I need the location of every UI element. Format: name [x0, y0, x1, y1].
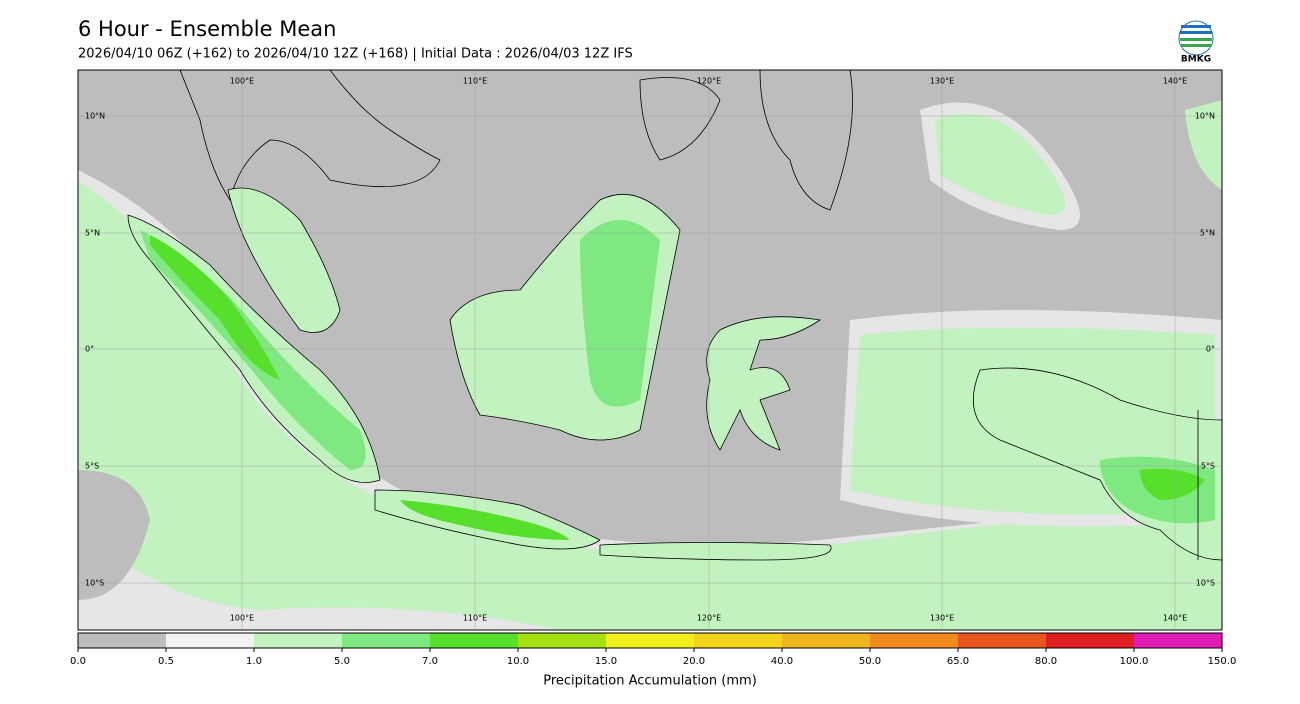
- colorbar-bin: [78, 633, 166, 648]
- colorbar-bin: [1134, 633, 1222, 648]
- colorbar-tick-label: 15.0: [595, 656, 617, 667]
- lat-label: 10°N: [85, 112, 105, 121]
- lat-label: 5°S: [1201, 462, 1215, 471]
- colorbar-bin: [694, 633, 782, 648]
- colorbar-bin: [518, 633, 606, 648]
- lon-label: 120°E: [697, 77, 721, 86]
- colorbar: 0.0 0.5 1.0 5.0 7.0 10.0 15.0 20.0 40.0 50.0 65.0 8…: [70, 632, 1237, 667]
- lat-label: 10°N: [1195, 112, 1215, 121]
- lon-label: 130°E: [930, 614, 954, 623]
- colorbar-bin: [870, 633, 958, 648]
- lat-label: 0°: [1206, 345, 1215, 354]
- colorbar-tick-label: 0.0: [70, 656, 86, 667]
- colorbar-frame: [77, 632, 1223, 649]
- colorbar-tick-label: 80.0: [1035, 656, 1057, 667]
- subtitle: 2026/04/10 06Z (+162) to 2026/04/10 12Z …: [78, 47, 633, 62]
- colorbar-bin: [166, 633, 254, 648]
- lon-label: 100°E: [230, 77, 254, 86]
- lon-label: 140°E: [1163, 77, 1187, 86]
- lat-label: 5°S: [85, 462, 99, 471]
- colorbar-label: Precipitation Accumulation (mm): [543, 674, 757, 689]
- colorbar-bin: [342, 633, 430, 648]
- lon-label: 100°E: [230, 614, 254, 623]
- colorbar-tick-label: 100.0: [1120, 656, 1149, 667]
- colorbar-tick-label: 40.0: [771, 656, 793, 667]
- lat-label: 10°S: [85, 579, 104, 588]
- logo-text: BMKG: [1181, 55, 1211, 65]
- lat-label: 0°: [85, 345, 94, 354]
- lat-label: 5°N: [85, 229, 100, 238]
- colorbar-tick-label: 10.0: [507, 656, 529, 667]
- colorbar-tick-label: 65.0: [947, 656, 969, 667]
- colorbar-tick-label: 50.0: [859, 656, 881, 667]
- lat-label: 5°N: [1200, 229, 1215, 238]
- graticule: 100°E 100°E 110°E 110°E 120°E 120°E 130°E 130°E…: [78, 70, 1222, 630]
- colorbar-tick-label: 0.5: [158, 656, 174, 667]
- colorbar-bin: [430, 633, 518, 648]
- colorbar-bin: [606, 633, 694, 648]
- lon-label: 130°E: [930, 77, 954, 86]
- logo: BMKG: [1178, 20, 1214, 65]
- map: 100°E 100°E 110°E 110°E 120°E 120°E 130°E 130°E…: [77, 69, 1223, 631]
- lat-label: 10°S: [1196, 579, 1215, 588]
- lon-label: 140°E: [1163, 614, 1187, 623]
- colorbar-tick-label: 1.0: [246, 656, 262, 667]
- colorbar-bin: [782, 633, 870, 648]
- colorbar-bin: [1046, 633, 1134, 648]
- colorbar-tick-label: 5.0: [334, 656, 350, 667]
- colorbar-bin: [254, 633, 342, 648]
- colorbar-bin: [958, 633, 1046, 648]
- lon-label: 110°E: [463, 77, 487, 86]
- title: 6 Hour - Ensemble Mean: [78, 17, 336, 41]
- colorbar-tick-label: 7.0: [422, 656, 438, 667]
- colorbar-tick-label: 20.0: [683, 656, 705, 667]
- lon-label: 120°E: [697, 614, 721, 623]
- colorbar-tick-label: 150.0: [1208, 656, 1237, 667]
- lon-label: 110°E: [463, 614, 487, 623]
